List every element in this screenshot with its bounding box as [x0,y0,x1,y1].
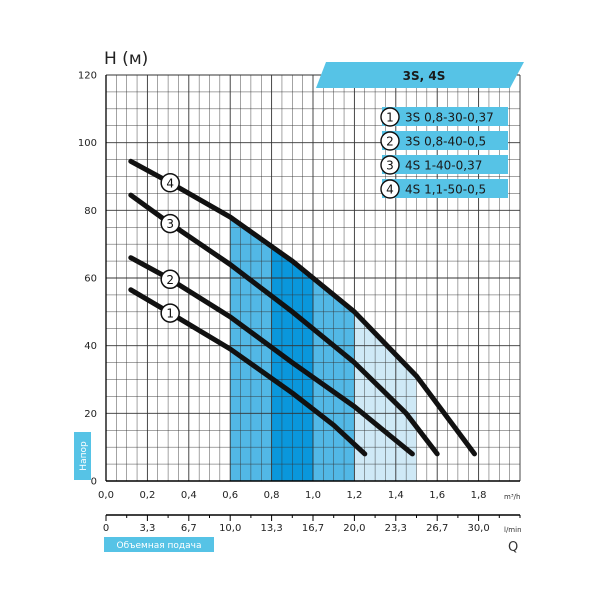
legend-marker [380,155,400,175]
secondary-tick-label: 30,0 [467,523,489,534]
legend-box [382,131,508,150]
x-unit-top: m³/h [504,493,520,501]
secondary-tick-label: 3,3 [139,523,155,534]
y-tick-label: 100 [78,138,97,149]
legend-marker [380,131,400,151]
legend-marker-label: 3 [386,159,394,173]
secondary-tick-label: 23,3 [385,523,407,534]
legend-marker [380,107,400,127]
secondary-tick-label: 20,0 [343,523,365,534]
legend-box [382,179,508,198]
curve-marker-2 [160,269,180,290]
curve-marker-label: 2 [166,273,174,287]
x-tick-label: 1,8 [471,490,487,501]
curve-marker-1 [160,303,180,323]
secondary-tick-label: 0 [103,523,109,534]
y-tick-label: 60 [84,274,97,285]
curve-marker-3 [160,213,180,234]
y-axis-tag [74,432,91,480]
y-axis-tag-label: Напор [79,441,89,471]
secondary-tick-label: 6,7 [181,523,197,534]
x-tick-label: 1,6 [429,490,445,501]
x-tick-label: 1,4 [388,490,404,501]
y-tick-label: 120 [78,71,97,82]
x-unit-bottom: l/min [504,526,522,534]
legend-entry: 3S 0,8-40-0,5 [405,135,486,149]
x-tick-label: 0,2 [139,490,155,501]
y-tick-label: 40 [84,341,97,352]
legend-box [382,107,508,126]
y-tick-label: 80 [84,206,97,217]
x-tick-label: 0,4 [181,490,197,501]
legend-marker-label: 2 [386,135,394,149]
curve-marker-4 [160,173,180,193]
legend-entry: 4S 1-40-0,37 [405,159,482,173]
legend-box [382,155,508,174]
curve-marker-label: 4 [166,176,174,190]
secondary-tick-label: 13,3 [260,523,282,534]
x-tick-label: 0,0 [98,490,114,501]
y-tick-label: 0 [91,477,97,488]
curve-markers: 1 2 3 4 [160,173,180,323]
curve-marker-label: 1 [166,307,174,321]
x-tick-label: 1,2 [346,490,362,501]
secondary-tick-label: 10,0 [219,523,241,534]
legend-marker-label: 4 [386,183,394,197]
x-symbol: Q [508,540,518,555]
legend-marker-label: 1 [386,111,394,125]
x-axis-tag [104,537,214,552]
curve-marker-label: 3 [166,217,174,231]
x-tick-label: 0,6 [222,490,238,501]
legend-entry: 4S 1,1-50-0,5 [405,183,486,197]
secondary-tick-label: 26,7 [426,523,448,534]
x-tick-label: 0,8 [264,490,280,501]
legend: 1 3S 0,8-30-0,37 2 3S 0,8-40-0,5 3 4S 1-40-0,… [380,107,508,199]
legend-marker [380,179,400,199]
chart-title: 3S, 4S [403,69,446,83]
y-axis-label: H (м) [104,49,148,69]
secondary-tick-label: 16,7 [302,523,324,534]
title-tag [316,62,524,88]
x-tick-label: 1,0 [305,490,321,501]
y-tick-label: 20 [84,409,97,420]
x-axis-tag-label: Объемная подача [117,541,202,551]
legend-entry: 3S 0,8-30-0,37 [405,111,494,125]
